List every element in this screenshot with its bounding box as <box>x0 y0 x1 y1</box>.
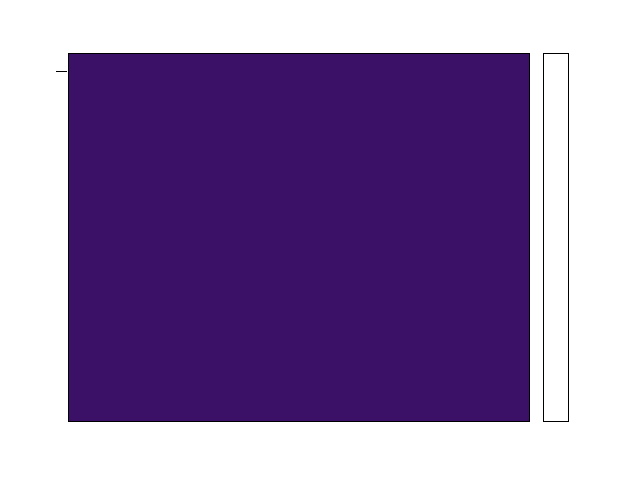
map-plot-area <box>68 53 530 422</box>
colorbar-gradient <box>544 54 568 421</box>
colorbar <box>543 53 569 422</box>
key-sample-line <box>56 71 67 72</box>
vtec-heatmap <box>69 54 529 421</box>
